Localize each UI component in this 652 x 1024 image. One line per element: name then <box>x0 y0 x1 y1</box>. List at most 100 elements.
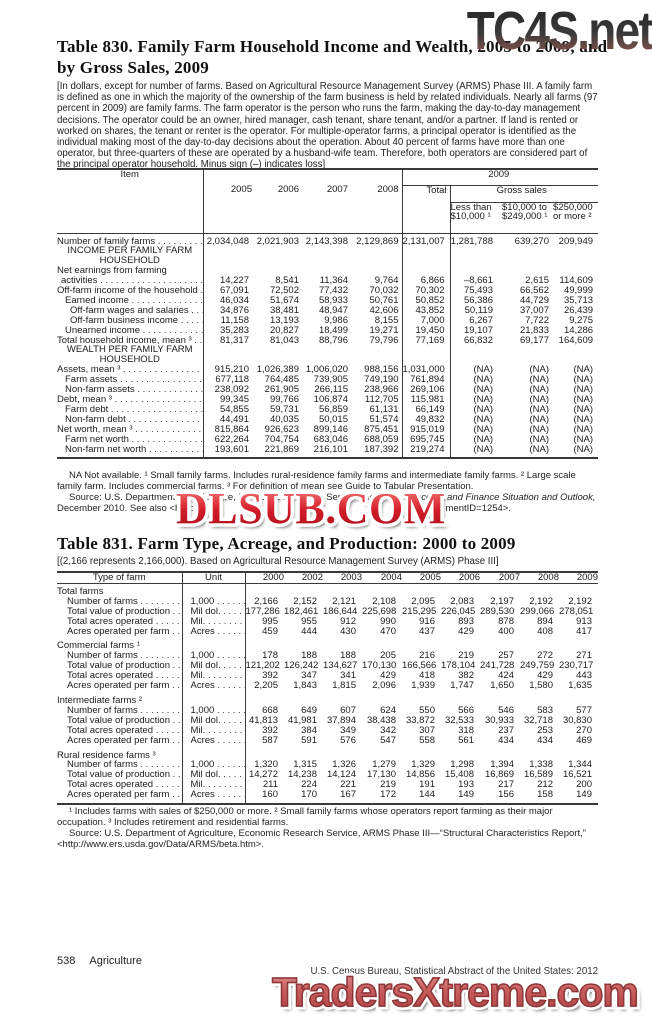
value-cell: 443 <box>576 671 592 682</box>
row-label: Mil. . . . . . . . . . . . . . . . . . .… <box>183 726 245 736</box>
value-cell: 106,874 <box>313 395 348 405</box>
value-cell: (NA) <box>573 375 594 386</box>
unit-cell: 1,000 . . . . . . . . . . . . . . . . . … <box>182 596 246 607</box>
dot-leader: . . . . . . . . . . . . . . . . . . . . … <box>172 735 180 746</box>
value-cell: 587 <box>262 735 278 746</box>
value-cell: (NA) <box>529 424 549 435</box>
value-cell: (NA) <box>573 414 594 425</box>
item-cell: Debt, mean ³ . . . . . . . . . . . . . .… <box>57 395 204 405</box>
group-label: Intermediate farms ² <box>57 690 183 706</box>
dot-leader: . . . . . . . . . . . . . . . . . . . . … <box>148 444 202 455</box>
value-cell: 349 <box>340 725 356 736</box>
value-cell: 200 <box>576 780 592 791</box>
value-cell: 46,034 <box>219 295 249 306</box>
value-cell: 253 <box>537 725 553 736</box>
value-cell: 307 <box>419 725 435 736</box>
value-cell: (NA) <box>449 414 502 425</box>
value-cell: 469 <box>576 735 592 746</box>
row-label: Off-farm wages and salaries . . . . . . … <box>57 305 202 316</box>
row-label: Total value of production . . . . . . . … <box>67 715 181 726</box>
table-row: Number of farms . . . . . . . . . . . . … <box>57 651 598 662</box>
value-cell: 19,271 <box>369 325 399 336</box>
row-label: Number of family farms . . . . . . . . .… <box>57 236 203 247</box>
value-cell: 392 <box>262 725 278 736</box>
value-cell: 50,761 <box>369 295 399 306</box>
value-cell: 1,650 <box>490 681 514 691</box>
item-cell: Assets, mean ³ . . . . . . . . . . . . .… <box>57 365 204 376</box>
value-cell: 577 <box>576 705 592 716</box>
column-header-total: Total <box>401 185 450 234</box>
row-label: Total acres operated . . . . . . . . . .… <box>67 725 180 736</box>
value-cell: 156 <box>498 790 514 801</box>
empty-cell <box>553 345 598 365</box>
obscured-url-gap <box>194 503 446 514</box>
value-cell: 225,698 <box>362 606 397 617</box>
value-cell: 230,717 <box>559 661 594 672</box>
column-header-less-than-10000: Less than $10,000 ¹ <box>449 202 502 234</box>
dot-leader: . . . . . . . . . . . . . . . . . . . . … <box>216 651 244 662</box>
value-cell: 164,609 <box>558 335 594 346</box>
table-row: Acres operated per farm . . . . . . . . … <box>57 681 598 691</box>
value-cell: 178 <box>262 651 278 662</box>
value-cell: 75,493 <box>449 286 502 296</box>
empty-cell <box>245 636 284 651</box>
row-label: Total acres operated . . . . . . . . . .… <box>67 671 180 682</box>
value-cell: 639,270 <box>514 235 549 247</box>
value-cell: 70,302 <box>401 286 450 296</box>
item-cell: Total acres operated . . . . . . . . . .… <box>57 616 183 627</box>
item-cell: Total acres operated . . . . . . . . . .… <box>57 671 183 682</box>
value-cell: 546 <box>498 705 514 716</box>
dot-leader: . . . . . . . . . . . . . . . . . . . . … <box>191 305 202 316</box>
value-cell: 2,095 <box>411 596 435 607</box>
section-name: Agriculture <box>89 955 142 967</box>
empty-cell <box>245 691 284 706</box>
value-cell: 43,852 <box>401 305 450 316</box>
value-cell: 1,394 <box>490 760 514 771</box>
value-cell: 434 <box>498 735 514 746</box>
empty-cell <box>323 691 362 706</box>
column-header-2003: 2003 <box>323 572 362 584</box>
value-cell: 1,635 <box>568 681 592 691</box>
value-cell: 2,021,903 <box>256 235 299 247</box>
empty-cell <box>480 691 520 706</box>
empty-cell <box>362 636 402 651</box>
value-cell: 38,481 <box>269 305 299 316</box>
page-footer-left: 538 Agriculture <box>57 955 142 967</box>
dot-leader: . . . . . . . . . . . . . . . . . . . . … <box>110 404 202 415</box>
value-cell: 342 <box>380 725 396 736</box>
empty-cell <box>502 345 553 365</box>
value-cell: 2,205 <box>254 681 278 691</box>
column-header-2005: 2005 <box>203 185 252 234</box>
empty-cell <box>362 583 402 596</box>
value-cell: (NA) <box>529 365 549 376</box>
section-title-line: HOUSEHOLD <box>99 354 160 366</box>
value-cell: 114,609 <box>559 275 594 287</box>
table830-header: Item 2009 2005 2006 2007 2008 Total Gros… <box>57 169 599 234</box>
value-cell: 695,745 <box>401 434 450 445</box>
value-cell: (NA) <box>573 424 594 435</box>
value-cell: 188 <box>301 651 317 662</box>
empty-cell <box>351 246 402 266</box>
row-label: Non-farm net worth . . . . . . . . . . .… <box>57 444 202 455</box>
value-cell: 916 <box>419 616 435 627</box>
value-cell: (NA) <box>529 404 549 415</box>
empty-cell <box>402 691 441 706</box>
farm-type-group-row: Total farms <box>57 583 598 597</box>
value-cell: 66,562 <box>519 286 549 296</box>
value-cell: 299,066 <box>520 606 555 617</box>
row-label: Debt, mean ³ . . . . . . . . . . . . . .… <box>57 395 202 405</box>
value-cell: 88,796 <box>318 335 348 346</box>
value-cell: 9,275 <box>569 315 594 326</box>
row-label: Unearned income . . . . . . . . . . . . … <box>57 325 202 336</box>
empty-cell <box>559 746 598 761</box>
empty-cell <box>284 636 323 651</box>
table-830: Item 2009 2005 2006 2007 2008 Total Gros… <box>57 168 599 460</box>
column-header-unit: Unit <box>182 572 246 584</box>
value-cell: 384 <box>301 725 317 736</box>
value-cell: 429 <box>537 671 553 682</box>
value-cell: 35,713 <box>563 295 594 306</box>
empty-cell <box>401 246 450 267</box>
value-cell: 49,832 <box>401 414 450 425</box>
dot-leader: . . . . . . . . . . . . . . . . . . . . … <box>142 325 202 336</box>
item-cell: Number of farms . . . . . . . . . . . . … <box>57 705 183 716</box>
